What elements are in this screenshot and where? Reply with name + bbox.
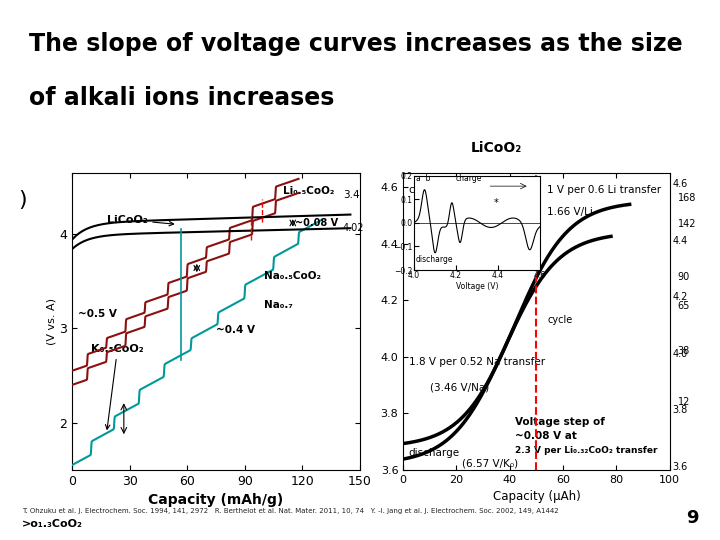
Text: 4.02: 4.02 <box>343 223 364 233</box>
Text: cycle: cycle <box>547 315 572 325</box>
Text: 3.8: 3.8 <box>672 405 688 415</box>
Text: Voltage step of: Voltage step of <box>515 416 605 427</box>
X-axis label: Capacity (μAh): Capacity (μAh) <box>492 490 580 503</box>
Text: 168: 168 <box>678 193 696 203</box>
Y-axis label: (V vs. A): (V vs. A) <box>47 298 56 345</box>
Text: LiCoO₂: LiCoO₂ <box>471 141 522 155</box>
Text: of alkali ions increases: of alkali ions increases <box>29 86 334 110</box>
Text: 4.2: 4.2 <box>672 292 688 302</box>
Text: 65: 65 <box>678 301 690 310</box>
Text: LiCoO₂: LiCoO₂ <box>107 215 174 226</box>
Text: 2.3 V per Li₀.₃₂CoO₂ transfer: 2.3 V per Li₀.₃₂CoO₂ transfer <box>515 446 657 455</box>
Text: ~0.08 V at: ~0.08 V at <box>515 431 577 441</box>
Text: discharge: discharge <box>408 448 459 458</box>
Text: 38: 38 <box>678 346 690 356</box>
Text: ~0.4 V: ~0.4 V <box>216 325 255 335</box>
X-axis label: Capacity (mAh/g): Capacity (mAh/g) <box>148 493 284 507</box>
Text: 1 V per 0.6 Li transfer: 1 V per 0.6 Li transfer <box>547 185 661 194</box>
Text: ~0.5 V: ~0.5 V <box>78 309 117 319</box>
Text: ~0.08 V: ~0.08 V <box>294 218 338 228</box>
Text: ): ) <box>18 190 27 210</box>
Text: *: * <box>494 198 498 208</box>
Text: charge: charge <box>456 174 482 184</box>
Text: 142: 142 <box>678 219 696 228</box>
Text: 1.8 V per 0.52 Na transfer: 1.8 V per 0.52 Na transfer <box>408 357 544 367</box>
Text: 90: 90 <box>678 272 690 282</box>
Text: 12: 12 <box>678 397 690 407</box>
Text: K₀.₅CoO₂: K₀.₅CoO₂ <box>91 344 144 429</box>
Text: Na₀.₇: Na₀.₇ <box>264 300 293 309</box>
Text: Li₀.₅CoO₂: Li₀.₅CoO₂ <box>283 186 335 197</box>
Text: 4.4: 4.4 <box>672 235 688 246</box>
X-axis label: Voltage (V): Voltage (V) <box>456 282 498 291</box>
Text: The slope of voltage curves increases as the size: The slope of voltage curves increases as… <box>29 32 683 56</box>
Text: a  b: a b <box>416 174 431 184</box>
Text: T. Ohzuku et al. J. Electrochem. Soc. 1994, 141, 2972   R. Berthelot et al. Nat.: T. Ohzuku et al. J. Electrochem. Soc. 19… <box>22 508 558 514</box>
Text: 3.6: 3.6 <box>672 462 688 472</box>
Text: charge: charge <box>408 185 444 194</box>
Text: 3.4: 3.4 <box>343 190 359 200</box>
Text: >o₁.₃CoO₂: >o₁.₃CoO₂ <box>22 519 83 529</box>
Text: 4.6: 4.6 <box>672 179 688 189</box>
Text: 4.0: 4.0 <box>672 349 688 359</box>
Text: (3.46 V/Na): (3.46 V/Na) <box>430 383 489 393</box>
Text: 9: 9 <box>686 509 698 528</box>
Text: (6.57 V/K₀): (6.57 V/K₀) <box>462 459 518 469</box>
Text: discharge: discharge <box>416 255 454 264</box>
Text: Na₀.₅CoO₂: Na₀.₅CoO₂ <box>264 271 321 281</box>
Text: 1.66 V/Li: 1.66 V/Li <box>547 207 593 217</box>
